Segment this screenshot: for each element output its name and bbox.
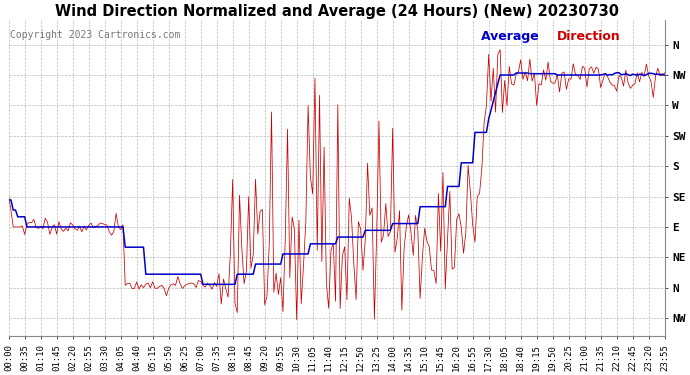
Text: Average: Average [481, 30, 543, 43]
Title: Wind Direction Normalized and Average (24 Hours) (New) 20230730: Wind Direction Normalized and Average (2… [55, 4, 619, 19]
Text: Direction: Direction [557, 30, 621, 43]
Text: Copyright 2023 Cartronics.com: Copyright 2023 Cartronics.com [10, 30, 180, 40]
